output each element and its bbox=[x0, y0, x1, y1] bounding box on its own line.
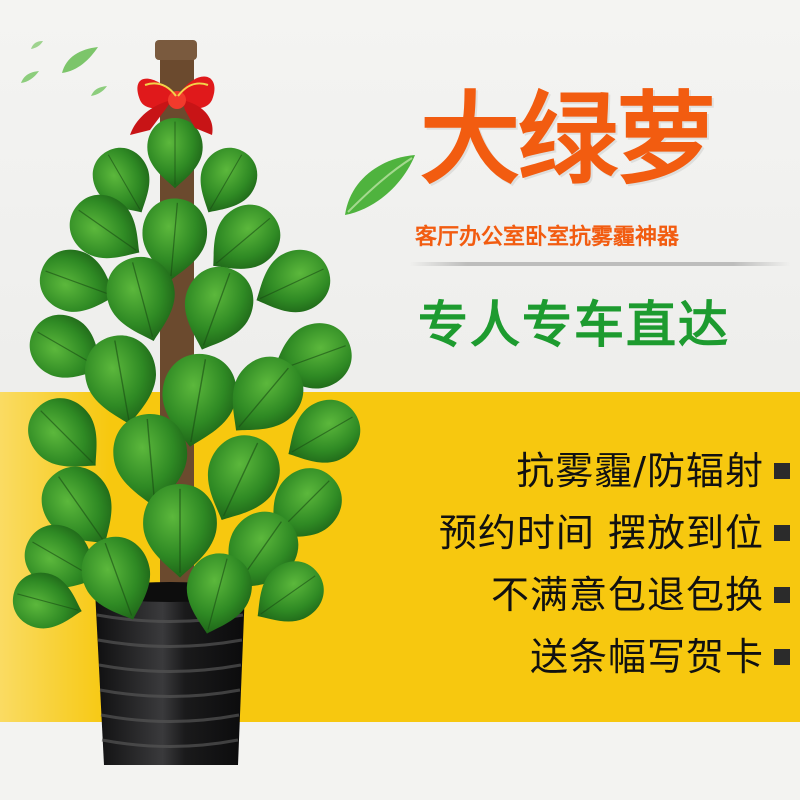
product-subtitle: 客厅办公室卧室抗雾霾神器 bbox=[415, 225, 680, 250]
feature-item: 预约时间 摆放到位 bbox=[438, 502, 790, 564]
pothos-plant-image bbox=[6, 40, 372, 765]
feature-text: 送条幅写贺卡 bbox=[529, 635, 764, 679]
feature-list: 抗雾霾/防辐射 预约时间 摆放到位 不满意包退包换 送条幅写贺卡 bbox=[438, 440, 790, 688]
small-leaf-icon bbox=[62, 47, 98, 73]
product-title: 大绿萝 bbox=[420, 81, 716, 198]
floating-leaf-icon bbox=[345, 155, 415, 215]
feature-item: 不满意包退包换 bbox=[440, 564, 790, 626]
square-bullet-icon bbox=[774, 587, 790, 603]
feature-text: 抗雾霾/防辐射 bbox=[516, 449, 764, 493]
square-bullet-icon bbox=[774, 649, 790, 665]
divider-line bbox=[410, 262, 790, 266]
small-leaf-icon bbox=[31, 41, 43, 49]
feature-text: 不满意包退包换 bbox=[490, 573, 764, 617]
small-leaf-icon bbox=[21, 71, 39, 83]
feature-text: 预约时间 摆放到位 bbox=[438, 511, 764, 555]
feature-item: 送条幅写贺卡 bbox=[440, 626, 790, 688]
feature-item: 抗雾霾/防辐射 bbox=[440, 440, 790, 502]
square-bullet-icon bbox=[774, 463, 790, 479]
delivery-slogan: 专人专车直达 bbox=[418, 296, 730, 354]
small-leaf-icon bbox=[91, 86, 107, 96]
red-bow-icon bbox=[130, 76, 215, 135]
square-bullet-icon bbox=[774, 525, 790, 541]
